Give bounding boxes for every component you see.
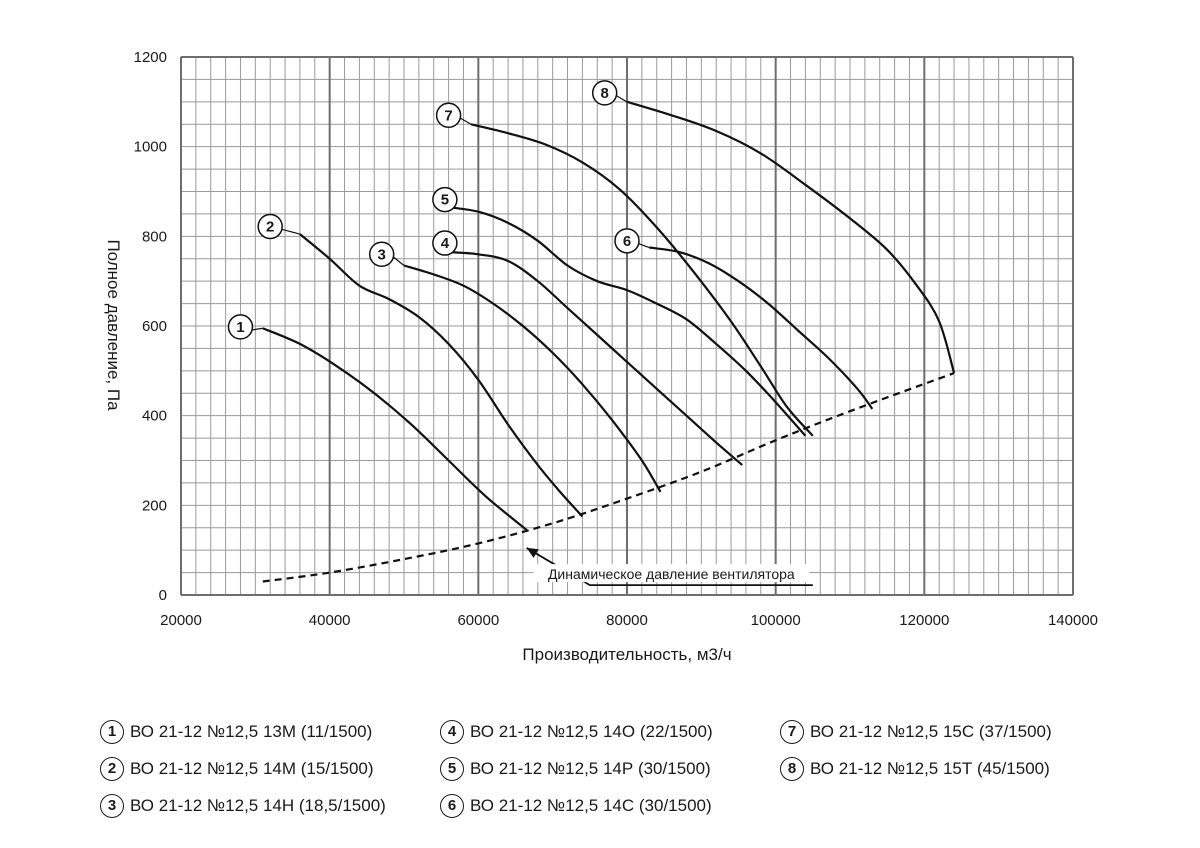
curve-label-5: 5	[432, 186, 458, 213]
dynamic-pressure-annotation: Динамическое давление вентилятора	[526, 547, 813, 587]
series-line-3	[403, 264, 662, 493]
curve-number-labels: 1 2 3 4 5 6 7 8	[227, 80, 650, 340]
curve-label-leader-7	[460, 117, 472, 125]
annotation-arrowhead	[526, 547, 539, 558]
curve-label-circle-3	[368, 241, 395, 268]
legend-text-2: ВО 21-12 №12,5 14М (15/1500)	[130, 759, 374, 778]
curve-label-circle-5	[432, 186, 458, 213]
legend-text-1: ВО 21-12 №12,5 13М (11/1500)	[130, 722, 373, 741]
curve-label-6: 6	[614, 228, 650, 254]
series-line-7	[470, 123, 814, 437]
curve-label-text-5: 5	[441, 192, 449, 209]
legend-item-7: 7 ВО 21-12 №12,5 15С (37/1500)	[780, 720, 1052, 744]
series-line-4	[448, 250, 743, 466]
x-tick-label: 140000	[1048, 612, 1098, 629]
x-tick-label: 80000	[606, 612, 648, 629]
curve-label-text-8: 8	[601, 85, 609, 102]
y-tick-label: 1000	[134, 139, 167, 156]
series-line-8	[626, 100, 956, 374]
curve-label-circle-6	[614, 228, 640, 254]
curve-label-leader-3	[393, 256, 405, 266]
y-tick-label: 1200	[134, 49, 167, 66]
curve-label-text-1: 1	[236, 319, 244, 336]
curve-label-circle-4	[432, 230, 458, 256]
series-line-2	[299, 233, 584, 518]
x-tick-label: 60000	[457, 612, 499, 629]
curve-label-circle-1	[227, 314, 254, 340]
curve-label-3: 3	[368, 241, 405, 268]
y-tick-label: 800	[142, 228, 167, 245]
curve-label-circle-2	[257, 213, 283, 240]
legend-text-3: ВО 21-12 №12,5 14Н (18,5/1500)	[130, 796, 386, 815]
legend-item-5: 5 ВО 21-12 №12,5 14Р (30/1500)	[440, 757, 711, 781]
curve-label-2: 2	[257, 213, 301, 240]
legend-text-6: ВО 21-12 №12,5 14С (30/1500)	[470, 796, 712, 815]
fan-performance-chart: 20000 40000 60000 80000 100000 120000 140000 0 2…	[104, 49, 1098, 664]
curve-label-circle-8	[591, 80, 618, 106]
x-tick-label: 120000	[899, 612, 949, 629]
legend-number-4: 4	[440, 720, 464, 744]
curve-label-leader-8	[616, 95, 628, 103]
x-tick-label: 40000	[309, 612, 351, 629]
curve-label-text-4: 4	[441, 235, 450, 252]
x-tick-label: 20000	[160, 612, 202, 629]
legend-item-8: 8 ВО 21-12 №12,5 15Т (45/1500)	[780, 757, 1050, 781]
legend-item-3: 3 ВО 21-12 №12,5 14Н (18,5/1500)	[100, 794, 386, 818]
y-tick-label: 0	[159, 587, 167, 604]
y-axis-label: Полное давление, Па	[104, 239, 123, 411]
legend-number-1: 1	[100, 720, 124, 744]
annotation-leader-line	[526, 547, 813, 587]
y-tick-label: 200	[142, 497, 167, 514]
legend: 1 ВО 21-12 №12,5 13М (11/1500) 2 ВО 21-1…	[100, 720, 1160, 830]
curve-label-4: 4	[432, 230, 458, 256]
curve-label-leader-1	[252, 327, 263, 331]
curve-label-text-7: 7	[444, 107, 452, 124]
curve-label-text-2: 2	[266, 218, 274, 235]
annotation-text-background	[533, 564, 810, 583]
series-line-6	[649, 246, 874, 410]
legend-number-6: 6	[440, 794, 464, 818]
legend-item-1: 1 ВО 21-12 №12,5 13М (11/1500)	[100, 720, 372, 744]
curve-label-text-3: 3	[378, 246, 386, 263]
curve-label-circle-7	[435, 102, 462, 129]
annotation-text: Динамическое давление вентилятора	[548, 566, 795, 582]
axis-ticks: 20000 40000 60000 80000 100000 120000 140000 0 2…	[134, 49, 1098, 629]
legend-text-7: ВО 21-12 №12,5 15С (37/1500)	[810, 722, 1052, 741]
y-tick-label: 600	[142, 318, 167, 335]
curve-label-text-6: 6	[623, 233, 631, 250]
series-line-5	[448, 206, 807, 437]
legend-text-4: ВО 21-12 №12,5 14О (22/1500)	[470, 722, 713, 741]
major-grid	[180, 56, 1074, 596]
legend-item-4: 4 ВО 21-12 №12,5 14О (22/1500)	[440, 720, 713, 744]
legend-number-5: 5	[440, 757, 464, 781]
legend-number-3: 3	[100, 794, 124, 818]
curve-label-1: 1	[227, 314, 263, 340]
series-line-1	[262, 327, 528, 531]
legend-text-5: ВО 21-12 №12,5 14Р (30/1500)	[470, 759, 711, 778]
performance-curves	[262, 100, 956, 583]
x-axis-label: Производительность, м3/ч	[522, 645, 731, 664]
legend-item-2: 2 ВО 21-12 №12,5 14М (15/1500)	[100, 757, 374, 781]
curve-label-8: 8	[591, 80, 628, 106]
curve-label-leader-6	[638, 243, 650, 249]
legend-text-8: ВО 21-12 №12,5 15Т (45/1500)	[810, 759, 1050, 778]
legend-item-6: 6 ВО 21-12 №12,5 14С (30/1500)	[440, 794, 712, 818]
legend-number-2: 2	[100, 757, 124, 781]
legend-number-8: 8	[780, 757, 804, 781]
curve-label-leader-2	[282, 228, 301, 235]
legend-number-7: 7	[780, 720, 804, 744]
x-tick-label: 100000	[751, 612, 801, 629]
curve-label-7: 7	[435, 102, 472, 129]
y-tick-label: 400	[142, 408, 167, 425]
